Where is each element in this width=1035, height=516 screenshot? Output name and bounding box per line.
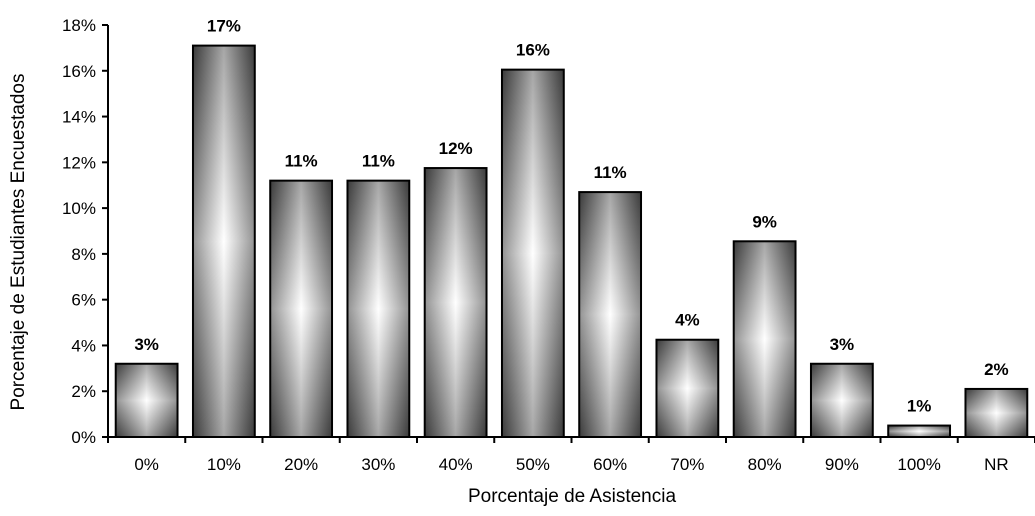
x-tick-label: 0% <box>134 455 159 474</box>
x-tick-label: 50% <box>516 455 550 474</box>
bar <box>732 240 797 438</box>
y-axis: 0% 2% 4% 6% 8% 10% 12% 14% 16% 18% <box>62 16 109 447</box>
bar-data-label: 16% <box>516 41 550 60</box>
bar-data-label: 9% <box>752 212 777 231</box>
bar <box>269 179 334 438</box>
bar <box>578 191 643 438</box>
bar-data-label: 12% <box>439 139 473 158</box>
y-tick-label: 6% <box>71 291 96 310</box>
x-tick-label: 60% <box>593 455 627 474</box>
y-tick-label: 4% <box>71 336 96 355</box>
y-tick-label: 0% <box>71 428 96 447</box>
bar-data-label: 11% <box>594 163 627 182</box>
bar-data-label: 11% <box>285 152 318 171</box>
y-tick-label: 16% <box>62 62 96 81</box>
bars-group <box>114 44 1029 439</box>
x-tick-label: NR <box>984 455 1009 474</box>
bar <box>887 424 952 438</box>
bar <box>809 362 874 438</box>
bar-data-label: 3% <box>134 335 159 354</box>
y-tick-label: 8% <box>71 245 96 264</box>
bar <box>964 387 1029 438</box>
bar <box>346 179 411 438</box>
bar-data-label: 1% <box>907 397 932 416</box>
data-labels-group: 3% 17% 11% 11% 12% 16% 11% 4% 9% 3% 1% 2% <box>134 17 1008 416</box>
x-tick-label: 70% <box>670 455 704 474</box>
bar-data-label: 2% <box>984 360 1009 379</box>
x-tick-label: 30% <box>361 455 395 474</box>
x-tick-label: 100% <box>897 455 940 474</box>
bar <box>500 68 565 438</box>
x-axis: 0% 10% 20% 30% 40% 50% 60% 70% 80% 90% 100% NR <box>107 436 1035 474</box>
bar-data-label: 4% <box>675 311 700 330</box>
x-axis-title: Porcentaje de Asistencia <box>468 486 677 507</box>
x-tick-label: 20% <box>284 455 318 474</box>
bar-data-label: 3% <box>830 335 855 354</box>
x-tick-label: 40% <box>439 455 473 474</box>
bar-data-label: 11% <box>362 152 395 171</box>
bar-data-label: 17% <box>207 17 241 36</box>
bar <box>655 338 720 439</box>
y-tick-label: 2% <box>71 382 96 401</box>
x-tick-label: 10% <box>207 455 241 474</box>
y-tick-label: 10% <box>62 199 96 218</box>
x-tick-label: 80% <box>748 455 782 474</box>
y-tick-label: 14% <box>62 108 96 127</box>
y-tick-label: 18% <box>62 16 96 35</box>
bar <box>114 362 179 438</box>
bar <box>191 44 256 438</box>
x-tick-label: 90% <box>825 455 859 474</box>
bar <box>423 167 488 439</box>
y-tick-label: 12% <box>62 153 96 172</box>
y-axis-title: Porcentaje de Estudiantes Encuestados <box>8 74 29 411</box>
